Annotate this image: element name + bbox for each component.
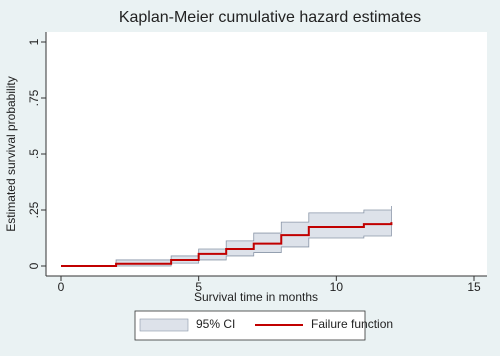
legend-label: 95% CI bbox=[196, 317, 235, 331]
y-axis-title: Estimated survival probability bbox=[4, 76, 18, 231]
failure-line bbox=[61, 222, 393, 267]
legend-label: Failure function bbox=[311, 317, 393, 331]
x-tick-label: 15 bbox=[467, 280, 481, 294]
x-axis-title: Survival time in months bbox=[194, 290, 318, 304]
y-tick-label: 0 bbox=[27, 262, 41, 269]
legend-swatch bbox=[139, 318, 189, 332]
x-tick-label: 5 bbox=[195, 280, 202, 294]
y-tick-label: .25 bbox=[27, 201, 41, 218]
y-tick-label: .5 bbox=[27, 149, 41, 159]
y-tick-label: .75 bbox=[27, 89, 41, 106]
x-tick-label: 0 bbox=[58, 280, 65, 294]
x-tick-label: 10 bbox=[330, 280, 344, 294]
y-tick-label: 1 bbox=[27, 38, 41, 45]
ci-band bbox=[61, 205, 392, 267]
chart-title: Kaplan-Meier cumulative hazard estimates bbox=[119, 9, 421, 26]
